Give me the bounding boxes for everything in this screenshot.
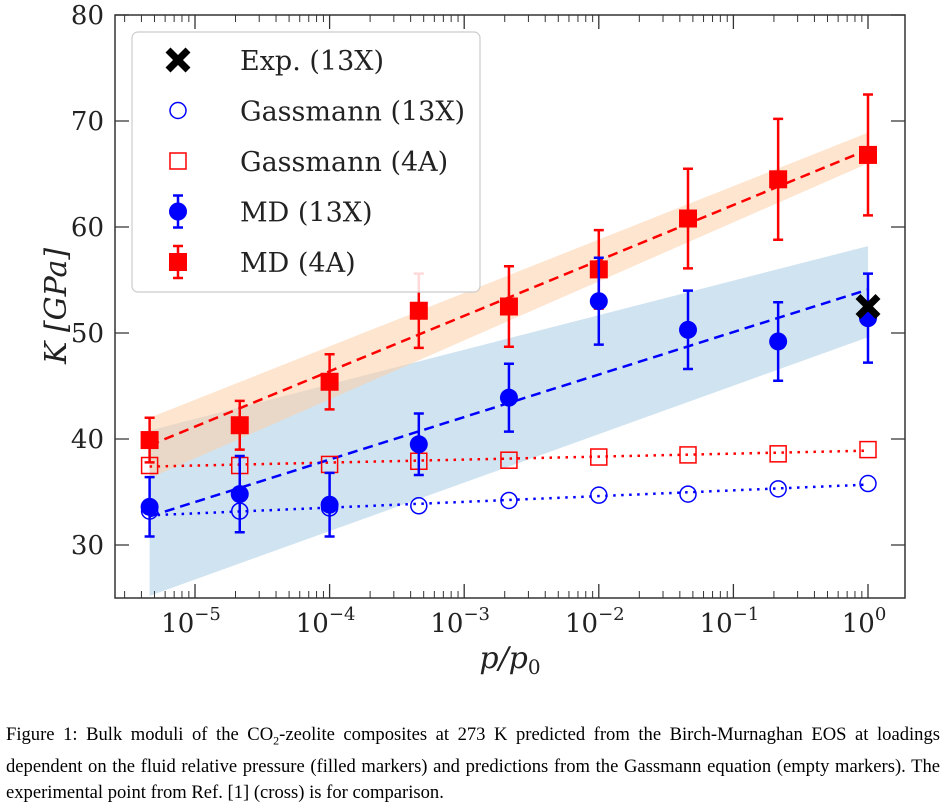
legend-label: Exp. (13X) (240, 46, 384, 77)
y-axis-title: K [GPa] (39, 248, 74, 365)
data-point (140, 431, 159, 450)
legend-box (131, 31, 481, 293)
legend-marker (169, 253, 187, 271)
bulk-modulus-chart: 30 40 50 60 70 80 10−5 10−4 10−3 10−2 10−1 100 K [G… (39, 1, 906, 679)
legend-marker (169, 152, 187, 170)
data-point (140, 497, 159, 516)
data-point (409, 301, 428, 320)
x-axis-title: p/p0 (479, 641, 540, 679)
data-point (410, 497, 428, 515)
data-point (409, 435, 428, 454)
data-point (859, 440, 877, 459)
cross-stroke (165, 47, 191, 73)
legend-marker (169, 101, 187, 120)
data-point (320, 372, 339, 391)
cross-stroke (855, 294, 881, 319)
plot-frame (114, 14, 906, 599)
data-point (855, 294, 881, 319)
x-tick-label: 10−4 (296, 604, 356, 639)
data-point (769, 480, 787, 498)
caption-subscript: 2 (273, 733, 280, 748)
data-point (499, 297, 518, 316)
legend-marker (165, 47, 191, 73)
data-point (500, 451, 518, 469)
data-point (590, 448, 608, 466)
caption-text-rest: -zeolite composites at 273 K predicted f… (6, 724, 940, 803)
y-tick-label: 60 (71, 213, 104, 243)
y-tick-label: 50 (71, 319, 104, 349)
legend-label: MD (4A) (240, 248, 356, 279)
figure-caption: Figure 1: Bulk moduli of the CO2-zeolite… (6, 722, 940, 806)
legend-label: Gassmann (4A) (240, 147, 448, 178)
y-tick-label: 40 (71, 425, 104, 455)
data-point (679, 209, 698, 228)
y-tick-label: 80 (71, 1, 104, 31)
data-point (679, 446, 697, 464)
data-point (679, 320, 698, 339)
x-tick-label: 10−2 (565, 604, 625, 639)
data-point (589, 292, 608, 311)
data-point (769, 170, 788, 189)
legend-marker (169, 202, 187, 221)
legend: Exp. (13X) Gassmann (13X) Gassmann (4A) MD … (131, 31, 481, 293)
data-point (320, 495, 339, 514)
data-point (590, 486, 608, 504)
data-point (769, 445, 787, 463)
data-point (859, 474, 877, 493)
x-tick-label: 10−3 (430, 604, 490, 639)
data-point (230, 416, 249, 435)
x-tick-label: 10−5 (161, 604, 221, 639)
x-tick-label: 10−1 (700, 604, 760, 639)
caption-text: Figure 1: Bulk moduli of the CO (6, 724, 274, 745)
data-point (859, 145, 877, 164)
x-tick-label: 100 (842, 604, 887, 639)
legend-label: MD (13X) (240, 198, 373, 229)
y-tick-label: 30 (71, 531, 104, 561)
y-tick-label: 70 (71, 107, 104, 137)
data-point (679, 485, 697, 503)
data-point (769, 332, 788, 351)
data-point (230, 485, 249, 504)
legend-label: Gassmann (13X) (240, 97, 465, 128)
data-point (499, 388, 518, 407)
data-point (500, 491, 518, 510)
